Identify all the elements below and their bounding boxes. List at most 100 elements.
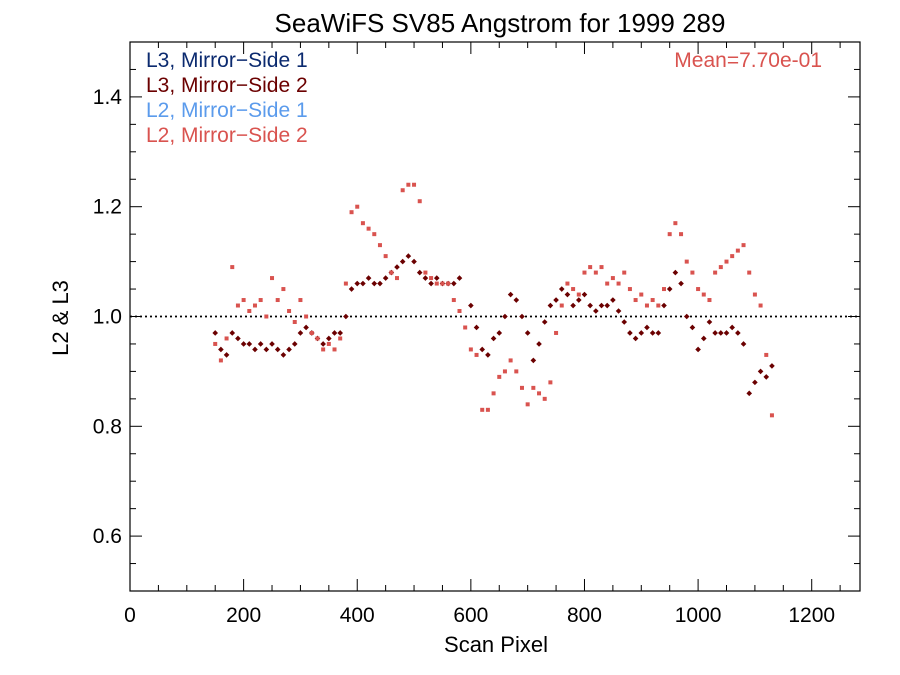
data-point [757, 368, 764, 375]
y-tick-label: 1.2 [93, 196, 122, 219]
data-point [581, 291, 588, 298]
data-point [252, 303, 257, 308]
data-point [377, 243, 382, 248]
data-point [434, 281, 439, 286]
x-tick-label: 600 [453, 604, 488, 627]
data-point [684, 259, 689, 264]
data-point [604, 302, 610, 309]
data-point [451, 280, 457, 287]
data-point [485, 407, 490, 412]
data-point [729, 324, 735, 331]
data-point [446, 281, 451, 286]
data-point [457, 309, 462, 314]
data-point [565, 281, 570, 286]
data-point [389, 270, 394, 275]
data-point [360, 280, 366, 287]
data-point [525, 402, 530, 407]
data-point [405, 253, 412, 259]
data-point [240, 341, 247, 347]
data-point [235, 303, 240, 308]
data-point [696, 287, 701, 292]
x-tick-label: 200 [226, 604, 261, 627]
data-point [456, 275, 463, 281]
data-point [507, 291, 514, 298]
data-point [718, 265, 723, 270]
data-point [406, 182, 411, 187]
data-point [400, 188, 405, 193]
data-point [287, 309, 292, 314]
data-point [348, 286, 355, 292]
data-point [383, 254, 388, 259]
data-point [309, 330, 314, 335]
data-point [349, 210, 354, 215]
axis-ticks [129, 41, 860, 592]
y-tick-label: 0.6 [93, 525, 122, 548]
data-point [269, 341, 275, 347]
data-point [558, 286, 565, 292]
data-point [741, 243, 746, 248]
data-point [559, 303, 564, 308]
legend-entry: L2, Mirror−Side 2 [146, 124, 308, 147]
data-point [724, 259, 729, 264]
data-point [575, 297, 582, 303]
data-point [286, 346, 292, 353]
data-point [326, 335, 332, 342]
data-point [542, 396, 547, 401]
data-point [298, 298, 303, 303]
data-point [712, 330, 718, 336]
data-point [218, 358, 223, 363]
data-point [229, 330, 236, 336]
data-point [326, 341, 331, 346]
data-point [412, 182, 417, 187]
data-point [212, 330, 219, 336]
data-point [570, 302, 576, 309]
y-tick-label: 1.4 [93, 86, 123, 109]
data-point [530, 357, 537, 364]
data-point [382, 275, 389, 281]
data-point [490, 335, 497, 342]
data-point [769, 363, 775, 369]
data-point [622, 270, 627, 275]
data-point [639, 292, 644, 297]
data-point [468, 347, 473, 352]
data-point [355, 204, 360, 209]
data-point [241, 298, 246, 303]
data-point [689, 324, 696, 331]
data-point [304, 314, 309, 319]
data-point [496, 330, 503, 336]
legend: L3, Mirror−Side 1L3, Mirror−Side 2L2, Mi… [146, 49, 308, 147]
x-tick-label: 1200 [788, 604, 835, 627]
data-point [281, 287, 286, 292]
data-point [343, 313, 349, 320]
data-point [235, 335, 241, 342]
mean-annotation: Mean=7.70e-01 [674, 49, 822, 72]
data-point [571, 287, 576, 292]
data-point [531, 385, 536, 390]
data-point [360, 221, 365, 226]
data-point [576, 292, 581, 297]
data-point [429, 276, 434, 281]
data-point [764, 352, 769, 357]
data-point [564, 291, 571, 298]
x-tick-label: 400 [340, 604, 375, 627]
y-tick-labels: 0.6 0.8 1.0 1.2 1.4 [93, 86, 123, 548]
data-point [650, 298, 655, 303]
legend-entry: L3, Mirror−Side 1 [146, 49, 308, 72]
data-point [723, 330, 730, 336]
data-point [463, 325, 468, 330]
data-point [707, 298, 712, 303]
x-tick-label: 0 [124, 604, 136, 627]
data-point [422, 275, 429, 281]
data-point [337, 330, 343, 336]
data-point [662, 287, 667, 292]
data-point [713, 270, 718, 275]
data-point [275, 298, 280, 303]
data-point [633, 298, 638, 303]
data-point [315, 336, 320, 341]
data-point [706, 319, 713, 325]
data-point [632, 335, 639, 342]
data-point [258, 298, 263, 303]
data-point [627, 287, 632, 292]
data-point [264, 314, 269, 319]
